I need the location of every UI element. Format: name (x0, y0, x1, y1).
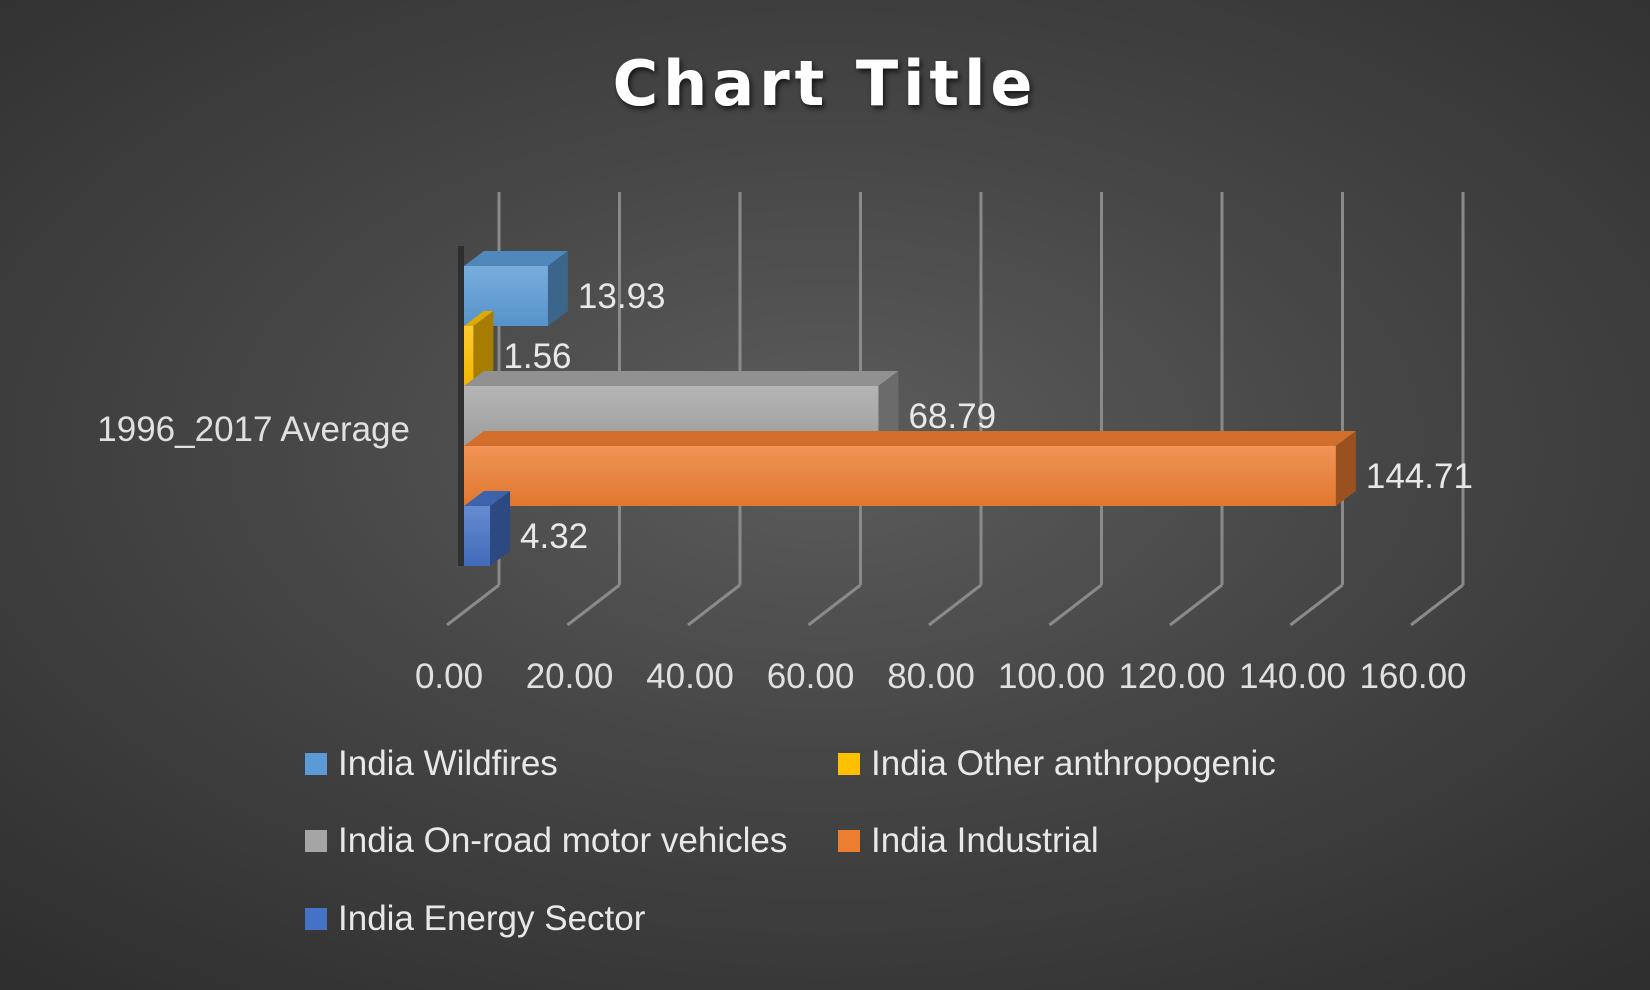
data-label: 13.93 (578, 277, 666, 316)
bar-end-face (1335, 431, 1356, 506)
axis-wall-shadow (458, 246, 464, 566)
legend-label: India Other anthropogenic (871, 744, 1276, 783)
data-label: 144.71 (1366, 457, 1473, 496)
bar-end-face (547, 251, 568, 326)
gridline-floor (1289, 583, 1344, 627)
bar-front-face (464, 506, 491, 566)
bar-front-face (464, 326, 474, 386)
gridline-floor (807, 583, 862, 627)
gridline-floor (687, 583, 741, 627)
x-tick-label: 100.00 (998, 657, 1105, 696)
legend-swatch (305, 830, 327, 852)
chart-title: Chart Title (613, 47, 1038, 120)
x-tick-label: 0.00 (415, 657, 483, 696)
bar-front-face (464, 446, 1336, 506)
legend-item: India Other anthropogenic (838, 744, 1276, 783)
x-tick-label: 80.00 (887, 657, 975, 696)
legend-label: India Energy Sector (338, 899, 646, 938)
legend-swatch (838, 830, 860, 852)
legend-swatch (838, 753, 860, 775)
legend-item: India Wildfires (305, 744, 558, 783)
gridline-floor (1048, 583, 1103, 627)
x-tick-label: 20.00 (526, 657, 614, 696)
x-axis-tick-labels: 0.00 20.00 40.00 60.00 80.00 100.00 120.00 140.… (415, 657, 1467, 696)
gridline-floor (1169, 583, 1223, 627)
x-tick-label: 40.00 (646, 657, 734, 696)
gridline-floor (1410, 583, 1464, 627)
data-label: 4.32 (520, 517, 588, 556)
x-tick-label: 120.00 (1118, 657, 1225, 696)
legend-swatch (305, 908, 327, 930)
category-label: 1996_2017 Average (97, 410, 410, 449)
bar-end-face (473, 311, 494, 386)
bar-top-face (464, 431, 1356, 446)
bar-top-face (464, 251, 568, 266)
data-label: 68.79 (908, 397, 996, 436)
bar (464, 431, 1356, 506)
bar-end-face (878, 371, 899, 446)
data-labels: 13.931.56 68.79 144.71 4.32 (503, 277, 1473, 556)
x-tick-label: 60.00 (767, 657, 855, 696)
legend-item: India On-road motor vehicles (305, 821, 787, 860)
gridline-floor (928, 583, 982, 627)
bars (458, 246, 1356, 566)
bar-top-face (464, 311, 494, 326)
x-tick-label: 140.00 (1239, 657, 1346, 696)
bar (464, 491, 511, 566)
data-label: 1.56 (503, 337, 571, 376)
x-tick-label: 160.00 (1359, 657, 1466, 696)
legend-item: India Energy Sector (305, 899, 646, 938)
bar-end-face (490, 491, 511, 566)
gridline-floor (446, 583, 500, 627)
bar-top-face (464, 491, 511, 506)
legend-label: India Wildfires (338, 744, 558, 783)
bar (464, 311, 494, 386)
bar (464, 251, 568, 326)
gridline-floor (566, 583, 621, 627)
legend-item: India Industrial (838, 821, 1099, 860)
legend-label: India On-road motor vehicles (338, 821, 787, 860)
legend-swatch (305, 753, 327, 775)
legend: India Wildfires India Other anthropogenic… (305, 744, 1276, 938)
bar-top-face (464, 371, 899, 386)
legend-label: India Industrial (871, 821, 1099, 860)
